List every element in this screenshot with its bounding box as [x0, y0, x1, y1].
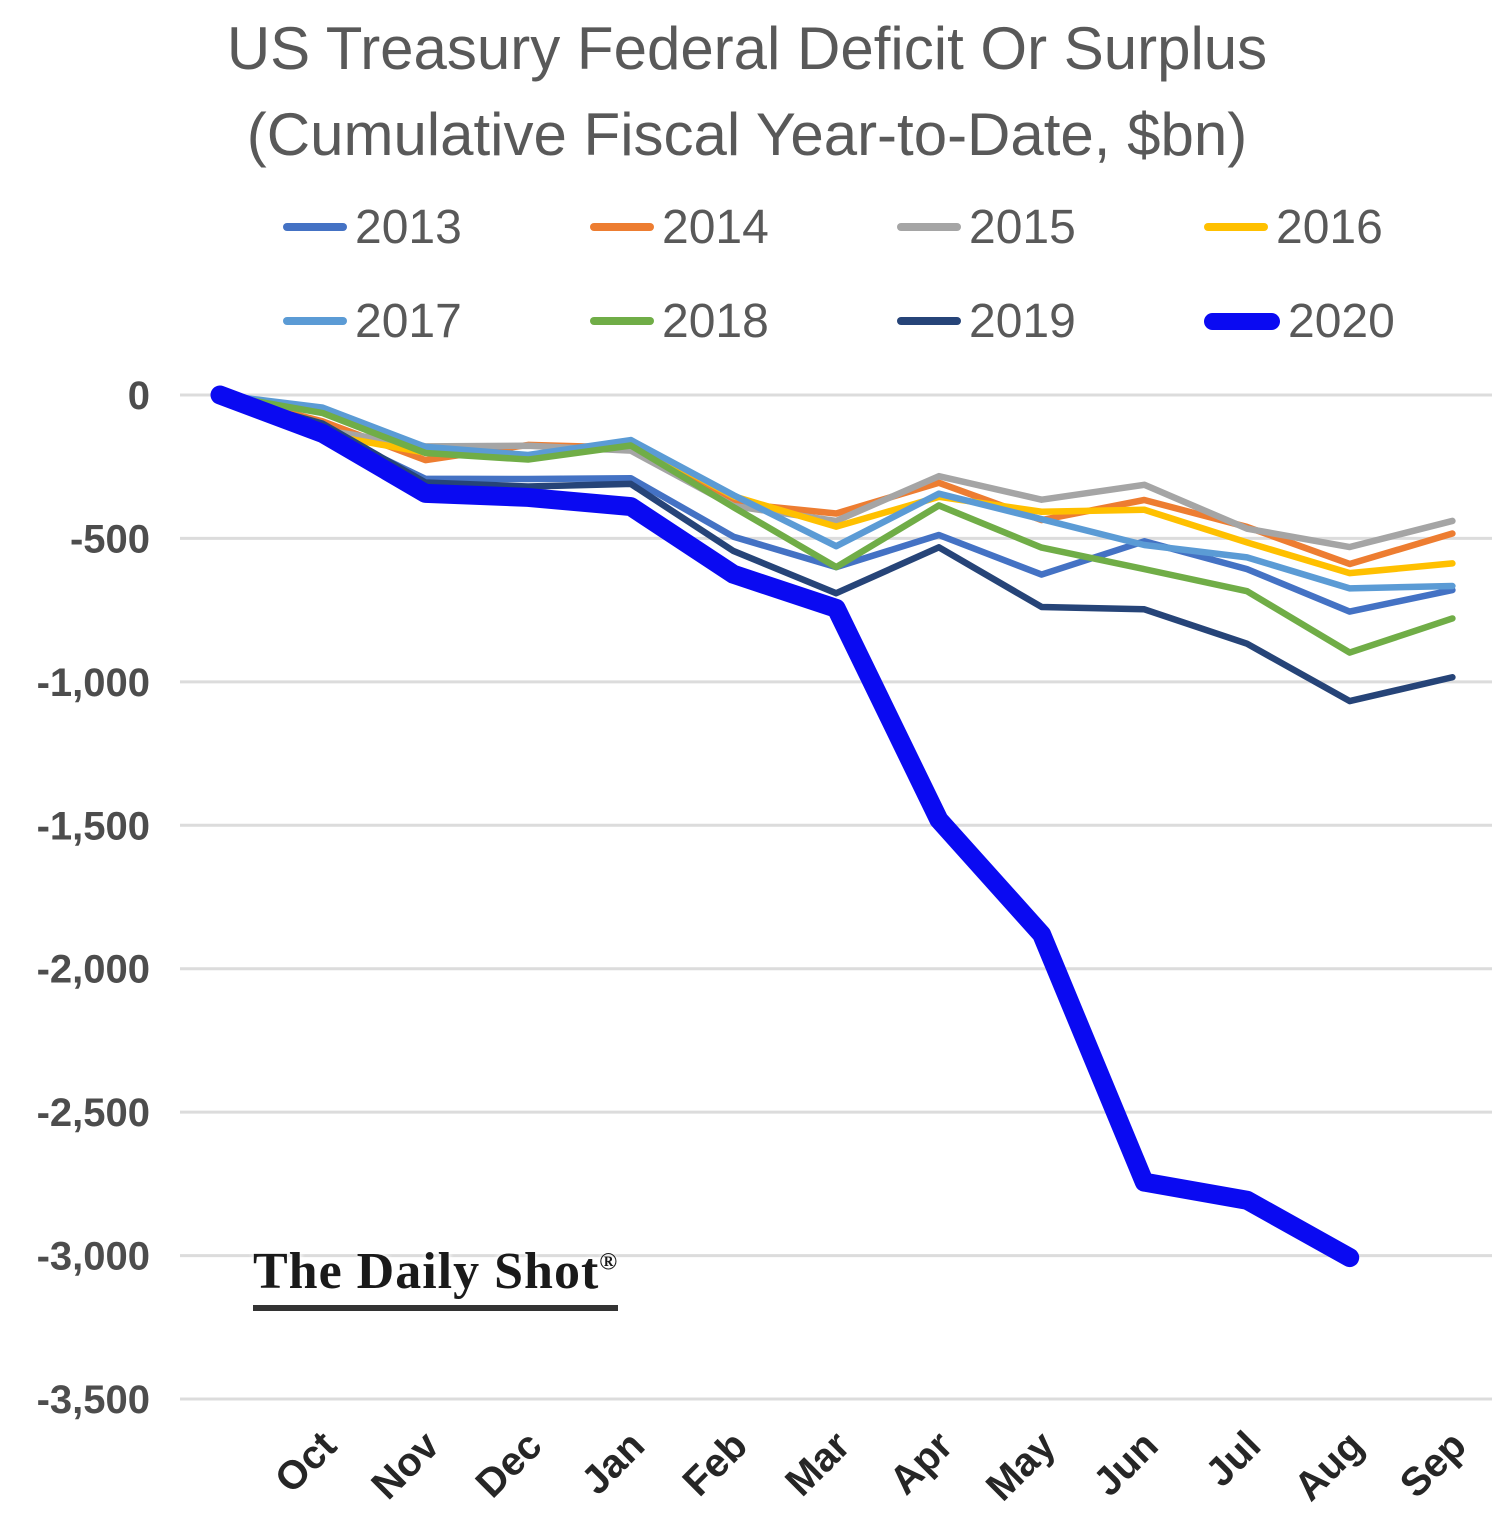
x-axis-label: Mar	[777, 1423, 858, 1504]
x-axis-label: Jul	[1197, 1423, 1269, 1495]
legend-label-2020: 2020	[1288, 294, 1395, 348]
series-line-2017	[216, 391, 1456, 592]
chart-title-line-1: US Treasury Federal Deficit Or Surplus	[226, 15, 1268, 82]
legend-item-2020: 2020	[1204, 274, 1494, 368]
legend-label-2016: 2016	[1276, 200, 1383, 254]
legend-swatch-2020	[1204, 312, 1280, 330]
legend-item-2016: 2016	[1204, 180, 1494, 274]
legend-item-2015: 2015	[897, 180, 1204, 274]
legend-swatch-2013	[283, 223, 347, 231]
series-line-2013	[216, 391, 1456, 615]
legend-item-2019: 2019	[897, 274, 1204, 368]
legend-label-2014: 2014	[662, 200, 769, 254]
watermark-text: The Daily Shot	[253, 1243, 600, 1300]
x-axis-label: Sep	[1392, 1423, 1475, 1506]
legend-item-2017: 2017	[283, 274, 590, 368]
y-axis-label: -500	[70, 517, 150, 561]
legend-swatch-2017	[283, 317, 347, 325]
x-axis-label: Jan	[573, 1423, 653, 1503]
legend-swatch-2019	[897, 317, 961, 325]
registered-trademark-icon: ®	[599, 1249, 619, 1276]
chart-title-line-2: (Cumulative Fiscal Year-to-Date, $bn)	[246, 101, 1248, 168]
series-line-2018	[216, 391, 1456, 656]
y-axis-label: -1,000	[37, 661, 150, 705]
x-axis-label: Oct	[267, 1423, 345, 1501]
legend-label-2017: 2017	[355, 294, 462, 348]
legend-swatch-2016	[1204, 223, 1268, 231]
y-axis-label: -1,500	[37, 804, 150, 848]
x-axis-label: Jun	[1085, 1423, 1166, 1504]
legend-label-2015: 2015	[969, 200, 1076, 254]
x-axis-label: Feb	[674, 1423, 755, 1504]
legend-label-2013: 2013	[355, 200, 462, 254]
y-axis-label: -3,500	[37, 1378, 150, 1422]
legend: 2013 2014 2015 2016 2017 2018 2019 2020	[283, 180, 1494, 368]
legend-swatch-2015	[897, 223, 961, 231]
x-axis-label: Dec	[467, 1423, 550, 1506]
legend-swatch-2018	[590, 317, 654, 325]
x-axis-label: Apr	[881, 1423, 961, 1503]
legend-item-2014: 2014	[590, 180, 897, 274]
series-line-2020	[210, 385, 1360, 1268]
legend-label-2018: 2018	[662, 294, 769, 348]
x-axis-label: May	[978, 1423, 1065, 1510]
legend-label-2019: 2019	[969, 294, 1076, 348]
y-axis-label: -2,000	[37, 948, 150, 992]
legend-swatch-2014	[590, 223, 654, 231]
x-axis-label: Aug	[1286, 1423, 1372, 1509]
x-axis-label: Nov	[363, 1423, 448, 1508]
y-axis-label: -2,500	[37, 1091, 150, 1135]
legend-item-2013: 2013	[283, 180, 590, 274]
chart-title: US Treasury Federal Deficit Or Surplus (…	[0, 6, 1494, 178]
y-axis-label: -3,000	[37, 1235, 150, 1279]
legend-item-2018: 2018	[590, 274, 897, 368]
y-axis-label: 0	[128, 374, 150, 418]
watermark: The Daily Shot®	[253, 1242, 619, 1311]
